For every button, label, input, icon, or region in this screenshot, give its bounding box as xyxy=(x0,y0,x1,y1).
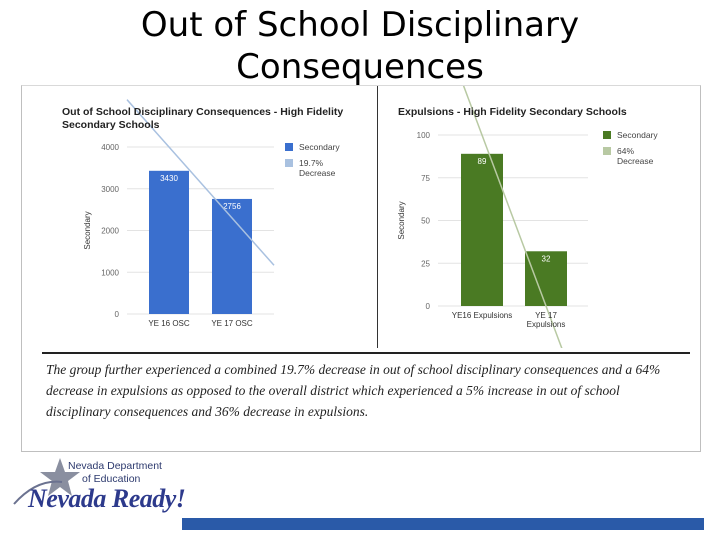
caption-text: The group further experienced a combined… xyxy=(46,362,661,419)
exp-data-label: 89 xyxy=(478,157,487,166)
footer xyxy=(0,450,720,540)
exp-y-axis-label: Secondary xyxy=(397,201,406,239)
exp-x-tick-label: YE 17 xyxy=(535,311,557,320)
logo-text: Nevada Department of Education xyxy=(68,460,162,486)
exp-y-tick-label: 50 xyxy=(421,217,430,226)
exp-legend-label: Decrease xyxy=(617,156,654,166)
osc-x-tick-label: YE 16 OSC xyxy=(148,319,190,328)
exp-legend-swatch xyxy=(603,131,611,139)
chart-expulsions: 0 25 50 75 100 Secondary 89 32 YE16 Expulsions YE… xyxy=(397,75,658,419)
chart-title-expulsions: Expulsions - High Fidelity Secondary Sch… xyxy=(398,106,627,118)
osc-data-label: 2756 xyxy=(223,202,241,211)
exp-y-tick-label: 100 xyxy=(417,131,431,140)
exp-legend-label: 64% xyxy=(617,146,634,156)
exp-x-tick-label: YE16 Expulsions xyxy=(452,311,512,320)
exp-bar xyxy=(461,153,503,306)
chart-panel-osc: Out of School Disciplinary Consequences … xyxy=(42,86,377,348)
osc-bar xyxy=(212,198,252,314)
content-frame: Out of School Disciplinary Consequences … xyxy=(21,75,701,452)
chart-panel-expulsions: Expulsions - High Fidelity Secondary Sch… xyxy=(377,75,696,419)
osc-x-tick-label: YE 17 OSC xyxy=(211,319,253,328)
footer-bar xyxy=(182,518,704,530)
osc-legend-swatch xyxy=(285,143,293,151)
star-logo-icon xyxy=(13,458,80,505)
logo-script: Nevada Ready! xyxy=(28,484,186,513)
osc-y-axis-label: Secondary xyxy=(83,211,92,249)
divider-line xyxy=(42,352,690,354)
osc-legend-label: 19.7% xyxy=(299,158,324,168)
osc-legend-swatch xyxy=(285,159,293,167)
osc-y-tick-label: 4000 xyxy=(101,143,119,152)
osc-data-label: 3430 xyxy=(160,174,178,183)
osc-y-tick-label: 3000 xyxy=(101,185,119,194)
osc-y-tick-label: 0 xyxy=(115,310,120,319)
logo-line-1: Nevada Department xyxy=(68,460,162,472)
osc-y-tick-label: 2000 xyxy=(101,227,119,236)
osc-legend-label: Secondary xyxy=(299,142,340,152)
osc-trend-line xyxy=(126,99,275,266)
exp-legend-swatch xyxy=(603,147,611,155)
exp-y-tick-label: 0 xyxy=(426,302,431,311)
exp-bar xyxy=(525,251,567,306)
exp-legend-label: Secondary xyxy=(617,130,658,140)
osc-bar xyxy=(149,170,189,314)
slide-title: Out of School Disciplinary Consequences xyxy=(140,5,580,87)
exp-data-label: 32 xyxy=(542,254,551,263)
osc-y-tick-label: 1000 xyxy=(101,268,119,277)
osc-legend-label: Decrease xyxy=(299,168,336,178)
exp-y-tick-label: 25 xyxy=(421,259,430,268)
exp-y-tick-label: 75 xyxy=(421,174,430,183)
chart-osc: 0 1000 2000 3000 4000 Secondary 3430 2756 YE 16 … xyxy=(83,99,340,328)
exp-x-tick-label: Expulsions xyxy=(527,320,566,329)
chart-title-osc: Out of School Disciplinary Consequences … xyxy=(62,106,344,131)
logo-line-2: of Education xyxy=(82,473,141,485)
